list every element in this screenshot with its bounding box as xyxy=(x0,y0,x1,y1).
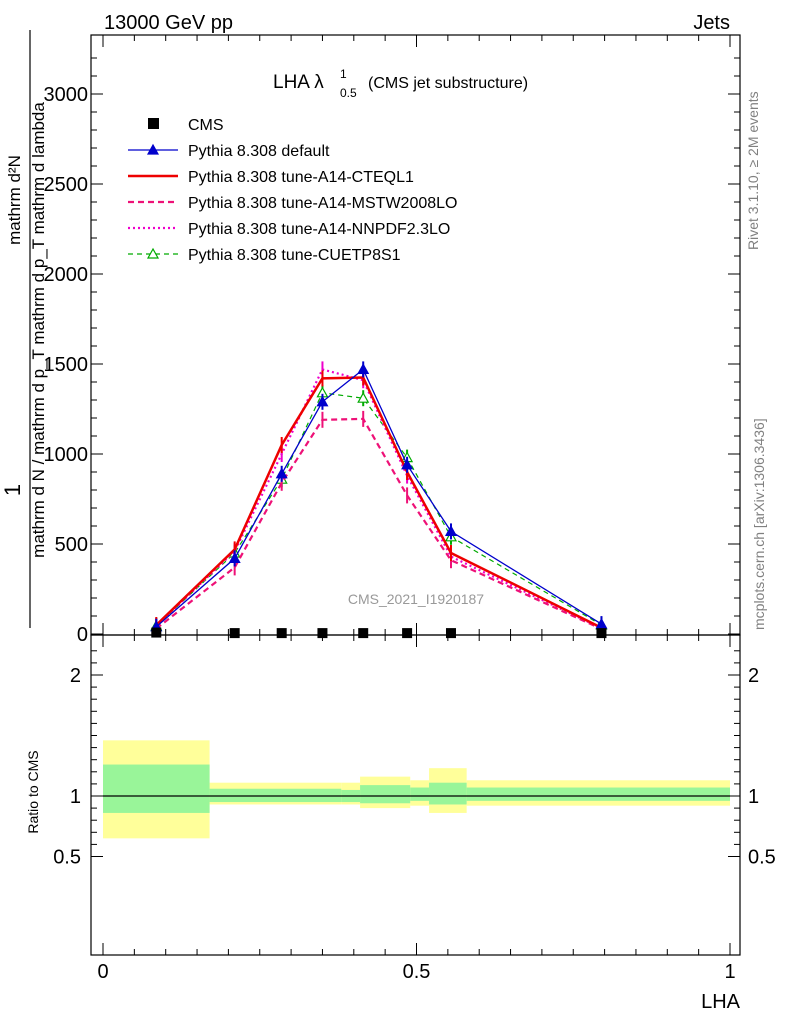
series-marker xyxy=(146,247,160,259)
ratio-plot-panel: 0 0.5 1 0.5 0.5 1 1 2 2 xyxy=(53,634,776,983)
ratio-inner-band xyxy=(410,787,430,801)
ylabel-denominator: mathrm d N / mathrm d p_T mathrm d p_T m… xyxy=(29,102,48,558)
legend-swatch xyxy=(148,118,159,129)
cms-data-point xyxy=(358,628,369,639)
plot-title-main: LHA λ xyxy=(273,72,324,93)
y-tick-label: 2500 xyxy=(44,174,89,196)
legend-entry: Pythia 8.308 tune-CUETP8S1 xyxy=(128,247,401,264)
ratio-inner-band xyxy=(466,787,730,801)
ratio-y-tick-label: 1 xyxy=(70,786,81,808)
series-marker xyxy=(316,395,329,407)
legend-label: Pythia 8.308 tune-CUETP8S1 xyxy=(188,247,401,264)
plot-title-extra: (CMS jet substructure) xyxy=(368,75,528,92)
series-marker xyxy=(357,391,370,403)
y-tick-label: 1000 xyxy=(44,444,89,466)
legend-label: Pythia 8.308 tune-A14-CTEQL1 xyxy=(188,169,414,186)
series-marker xyxy=(357,363,370,374)
series-line xyxy=(155,417,602,631)
ratio-y-axis-label: Ratio to CMS xyxy=(25,750,41,833)
cms-data-point xyxy=(276,628,287,639)
legend-entry: Pythia 8.308 tune-A14-CTEQL1 xyxy=(128,169,414,186)
series-line xyxy=(155,368,602,628)
legend-entry: CMS xyxy=(148,117,224,134)
ratio-y-tick-label: 0.5 xyxy=(53,847,81,869)
cms-data-point xyxy=(229,628,240,639)
cms-data-point xyxy=(402,628,413,639)
ylabel-numerator: 1 xyxy=(0,484,25,496)
series-line xyxy=(155,376,603,629)
plot-title: LHA λ 1 0.5 (CMS jet substructure) xyxy=(273,67,528,100)
y-tick-label: 2000 xyxy=(44,264,89,286)
rivet-label: Rivet 3.1.10, ≥ 2M events xyxy=(745,91,761,250)
series-marker xyxy=(228,552,241,564)
y-tick-label: 3000 xyxy=(44,84,89,106)
ratio-frame xyxy=(90,634,741,956)
legend-entry: Pythia 8.308 default xyxy=(128,143,330,160)
main-plot-panel: 0 500 1000 1500 2000 2500 3000 xyxy=(44,34,741,646)
process-label: Jets xyxy=(693,12,730,34)
legend-entry: Pythia 8.308 tune-A14-MSTW2008LO xyxy=(128,195,457,212)
ratio-inner-band xyxy=(103,764,210,813)
legend-label: Pythia 8.308 default xyxy=(188,143,330,160)
series-marker xyxy=(401,458,414,470)
ratio-y-tick-label-right: 2 xyxy=(748,665,759,687)
y-tick-label: 500 xyxy=(55,534,88,556)
series-line xyxy=(155,368,602,630)
legend: CMS Pythia 8.308 default Pythia 8.308 tune… xyxy=(128,117,457,264)
ratio-inner-band xyxy=(429,782,467,805)
cms-data-point xyxy=(151,627,162,638)
cms-data-point xyxy=(317,628,328,639)
series-line xyxy=(155,392,602,627)
series-marker xyxy=(444,525,458,537)
x-axis-label: LHA xyxy=(701,991,741,1013)
ylabel-top: mathrm d²N xyxy=(5,155,24,245)
x-tick-label: 1 xyxy=(724,961,735,983)
series-marker xyxy=(275,467,288,479)
ratio-y-tick-label-right: 0.5 xyxy=(748,847,776,869)
ratio-y-tick-label-right: 1 xyxy=(748,786,759,808)
x-tick-label: 0 xyxy=(97,961,108,983)
y-tick-label: 1500 xyxy=(44,354,89,376)
energy-label: 13000 GeV pp xyxy=(104,12,233,34)
mcplots-label: mcplots.cern.ch [arXiv:1306.3436] xyxy=(751,418,767,630)
analysis-label: CMS_2021_I1920187 xyxy=(348,591,484,607)
plot-title-sup: 1 xyxy=(340,67,347,81)
legend-label: CMS xyxy=(188,117,224,134)
x-tick-label: 0.5 xyxy=(403,961,431,983)
legend-label: Pythia 8.308 tune-A14-MSTW2008LO xyxy=(188,195,457,212)
main-y-axis-label: 1 mathrm d N / mathrm d p_T mathrm d p_T… xyxy=(0,30,48,628)
cms-data-point xyxy=(445,628,456,639)
series-marker xyxy=(146,143,160,155)
ratio-y-tick-label: 2 xyxy=(70,665,81,687)
legend-entry: Pythia 8.308 tune-A14-NNPDF2.3LO xyxy=(128,221,450,238)
y-tick-label: 0 xyxy=(77,624,88,646)
plot-title-sub: 0.5 xyxy=(340,86,357,100)
legend-label: Pythia 8.308 tune-A14-NNPDF2.3LO xyxy=(188,221,450,238)
cms-data-point xyxy=(596,628,607,639)
ratio-inner-band xyxy=(360,785,411,804)
